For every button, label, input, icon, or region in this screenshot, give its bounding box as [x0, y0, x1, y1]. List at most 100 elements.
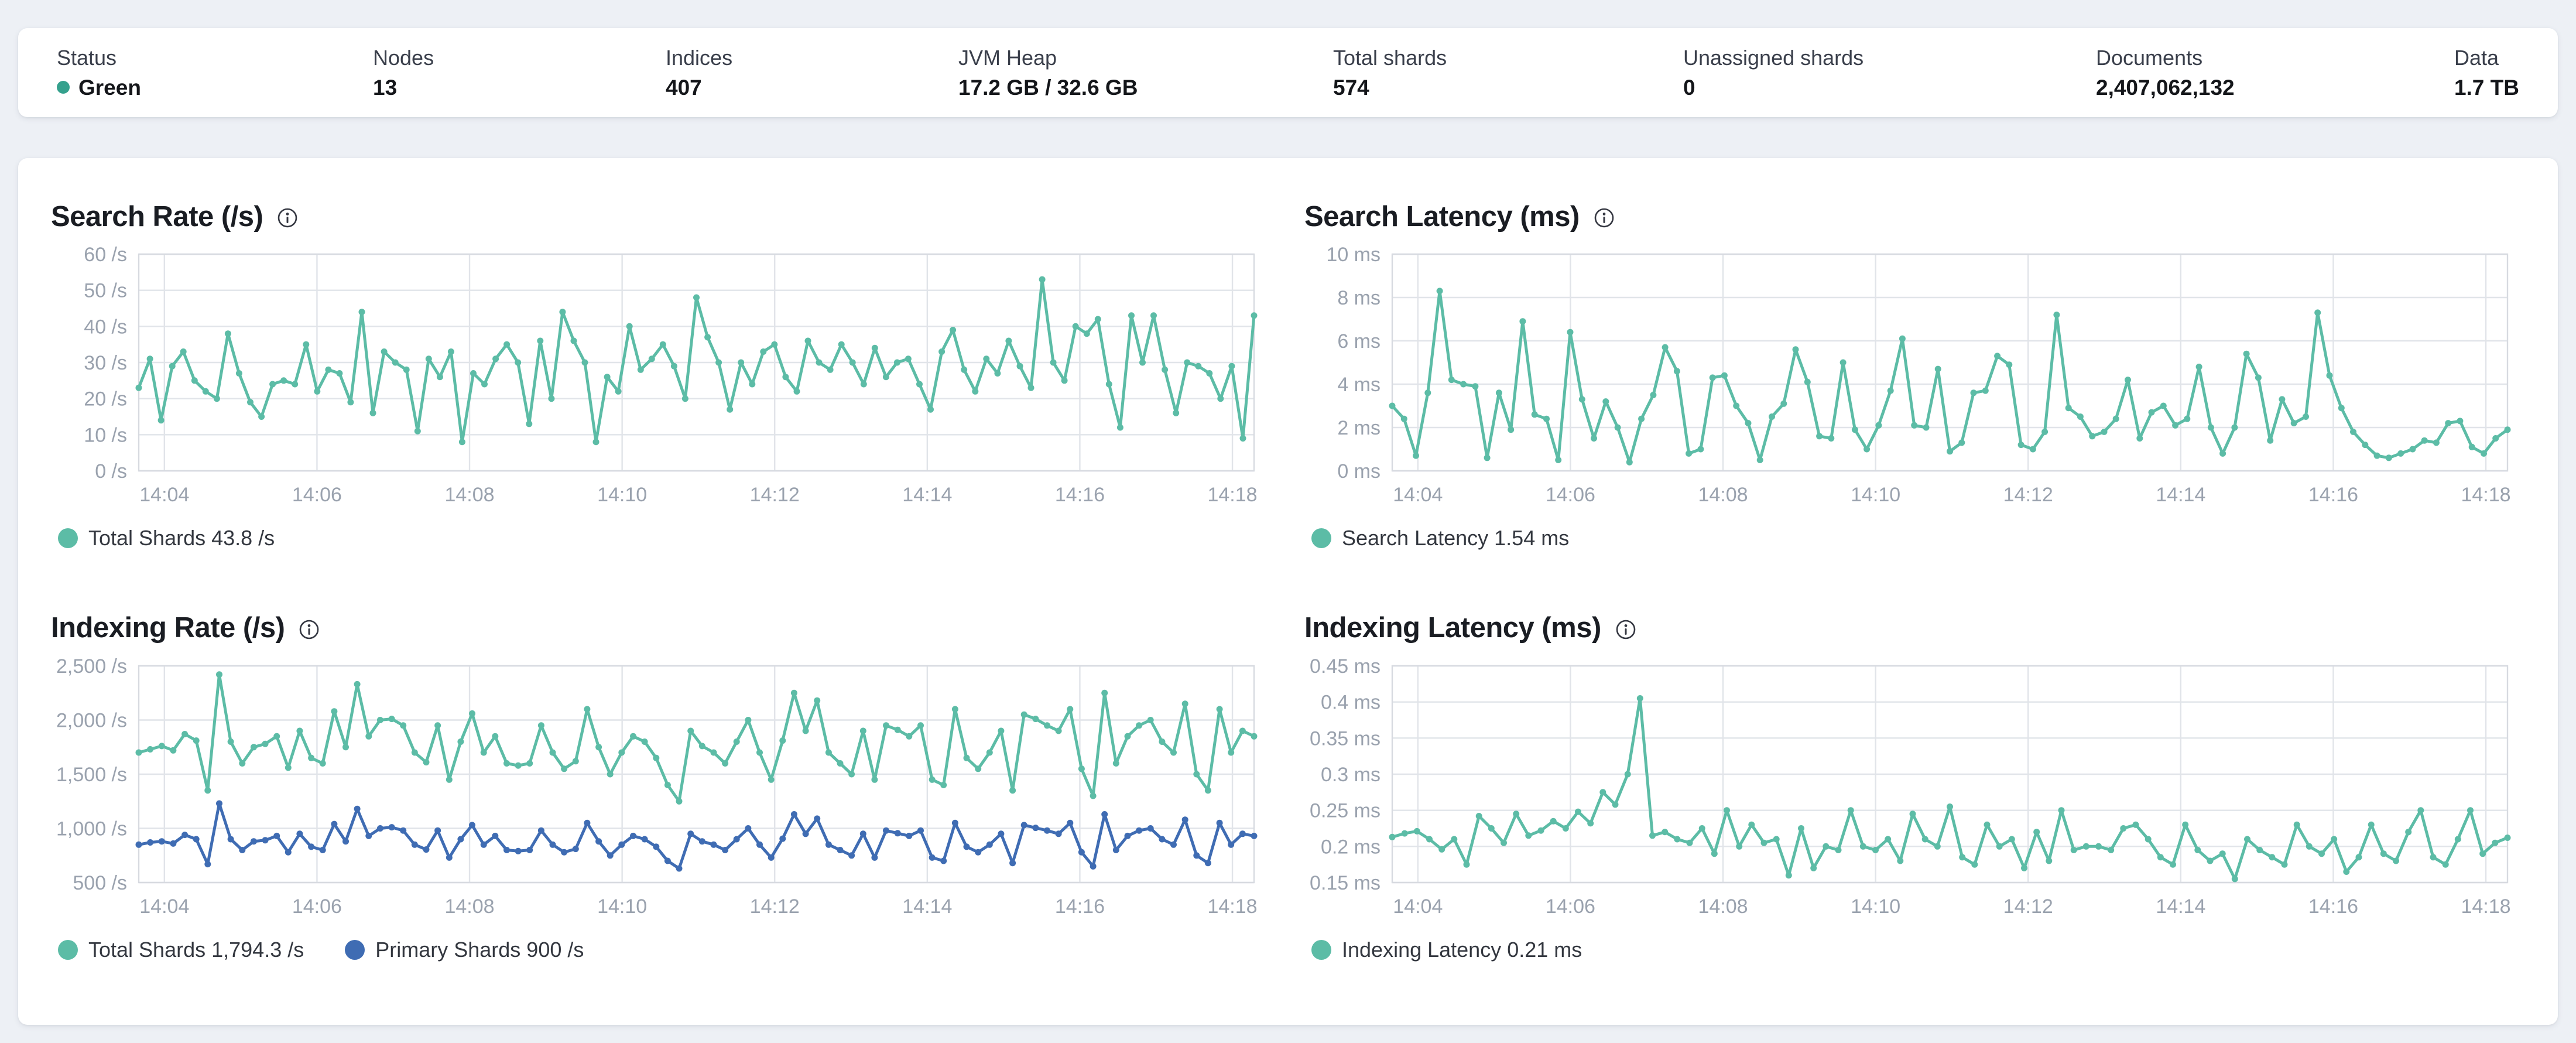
info-icon[interactable]: [299, 619, 320, 640]
stat-nodes: Nodes 13: [373, 47, 666, 98]
svg-text:14:16: 14:16: [2308, 895, 2358, 918]
svg-text:14:04: 14:04: [1393, 484, 1443, 506]
search-rate-chart[interactable]: 60 /s 50 /s 40 /s 30 /s 20 /s 10 /s 0 /s 14:04 1…: [51, 246, 1272, 520]
indexing-latency-legend: Indexing Latency 0.21 ms: [1304, 938, 2525, 962]
stat-total-shards: Total shards 574: [1333, 47, 1683, 98]
svg-text:500 /s: 500 /s: [73, 872, 127, 894]
svg-text:14:16: 14:16: [1055, 484, 1105, 506]
stat-documents-value: 2,407,062,132: [2096, 75, 2235, 100]
info-icon[interactable]: [1594, 207, 1615, 228]
chart-indexing-latency: Indexing Latency (ms) 0.45 ms 0.4 ms 0.35 …: [1304, 611, 2525, 962]
legend-label: Search Latency 1.54 ms: [1342, 526, 1570, 550]
stat-unassigned-shards-value: 0: [1683, 75, 1695, 100]
info-icon[interactable]: [277, 207, 298, 228]
chart-search-rate: Search Rate (/s) 60 /s 50 /s 40 /s 30 /s 20 …: [51, 200, 1272, 550]
svg-text:14:08: 14:08: [1698, 895, 1748, 918]
stat-indices: Indices 407: [666, 47, 958, 98]
svg-text:60 /s: 60 /s: [84, 246, 127, 266]
svg-text:14:04: 14:04: [139, 895, 189, 918]
svg-text:14:08: 14:08: [1698, 484, 1748, 506]
health-status-dot: [57, 81, 70, 94]
svg-text:30 /s: 30 /s: [84, 352, 127, 374]
stat-status-value: Green: [78, 75, 141, 100]
stat-data-value: 1.7 TB: [2454, 75, 2519, 100]
stat-nodes-label: Nodes: [373, 45, 434, 70]
svg-text:14:12: 14:12: [750, 895, 800, 918]
svg-text:14:10: 14:10: [1851, 484, 1900, 506]
legend-item: Total Shards 1,794.3 /s: [58, 938, 304, 962]
svg-text:14:08: 14:08: [444, 895, 494, 918]
svg-text:14:14: 14:14: [2156, 895, 2205, 918]
legend-label: Total Shards 1,794.3 /s: [88, 937, 304, 962]
svg-text:14:08: 14:08: [444, 484, 494, 506]
chart-search-rate-title: Search Rate (/s): [51, 201, 263, 232]
search-latency-legend: Search Latency 1.54 ms: [1304, 526, 2525, 550]
svg-text:6 ms: 6 ms: [1337, 330, 1381, 353]
svg-text:14:06: 14:06: [1546, 895, 1595, 918]
search-rate-legend: Total Shards 43.8 /s: [51, 526, 1272, 550]
svg-text:0.2 ms: 0.2 ms: [1321, 836, 1381, 858]
svg-text:0.25 ms: 0.25 ms: [1310, 799, 1381, 822]
svg-text:0.35 ms: 0.35 ms: [1310, 727, 1381, 750]
indexing-rate-legend: Total Shards 1,794.3 /s Primary Shards 9…: [51, 938, 1272, 962]
legend-dot: [345, 939, 365, 960]
svg-text:0 /s: 0 /s: [95, 460, 127, 483]
legend-label: Primary Shards 900 /s: [375, 937, 584, 962]
svg-text:0.4 ms: 0.4 ms: [1321, 691, 1381, 713]
stat-jvm-heap-label: JVM Heap: [958, 45, 1057, 70]
legend-dot: [1311, 939, 1331, 960]
svg-text:4 ms: 4 ms: [1337, 374, 1381, 396]
legend-dot: [58, 939, 78, 960]
svg-text:14:06: 14:06: [292, 484, 342, 506]
svg-text:20 /s: 20 /s: [84, 388, 127, 411]
svg-text:0.15 ms: 0.15 ms: [1310, 872, 1381, 894]
svg-text:0 ms: 0 ms: [1337, 460, 1381, 483]
svg-text:14:14: 14:14: [902, 484, 952, 506]
indexing-latency-chart[interactable]: 0.45 ms 0.4 ms 0.35 ms 0.3 ms 0.25 ms 0.2 ms 0…: [1304, 658, 2525, 932]
svg-text:14:16: 14:16: [1055, 895, 1105, 918]
chart-indexing-rate: Indexing Rate (/s) 2,500 /s 2,000 /s 1,500…: [51, 611, 1272, 962]
cluster-stats-row: Status Green Nodes 13 Indices 407 JVM He…: [57, 47, 2519, 98]
stat-jvm-heap: JVM Heap 17.2 GB / 32.6 GB: [958, 47, 1333, 98]
legend-item: Search Latency 1.54 ms: [1311, 526, 1569, 550]
svg-text:10 /s: 10 /s: [84, 425, 127, 447]
svg-text:14:18: 14:18: [1207, 484, 1257, 506]
legend-item: Total Shards 43.8 /s: [58, 526, 275, 550]
svg-text:2,500 /s: 2,500 /s: [56, 658, 127, 678]
stat-data: Data 1.7 TB: [2454, 47, 2519, 98]
svg-text:14:12: 14:12: [750, 484, 800, 506]
svg-text:14:04: 14:04: [1393, 895, 1443, 918]
stat-total-shards-label: Total shards: [1333, 45, 1447, 70]
stat-documents-label: Documents: [2096, 45, 2203, 70]
svg-text:40 /s: 40 /s: [84, 316, 127, 338]
svg-text:14:14: 14:14: [2156, 484, 2205, 506]
legend-label: Total Shards 43.8 /s: [88, 526, 275, 550]
svg-text:1,500 /s: 1,500 /s: [56, 764, 127, 786]
svg-text:14:10: 14:10: [1851, 895, 1900, 918]
legend-dot: [58, 528, 78, 549]
stat-unassigned-shards: Unassigned shards 0: [1683, 47, 2096, 98]
svg-text:14:12: 14:12: [2003, 484, 2053, 506]
chart-search-latency-title: Search Latency (ms): [1304, 201, 1580, 232]
stat-status-label: Status: [57, 45, 117, 70]
stat-total-shards-value: 574: [1333, 75, 1369, 100]
cluster-overview-panel: Status Green Nodes 13 Indices 407 JVM He…: [18, 28, 2558, 117]
svg-text:10 ms: 10 ms: [1326, 246, 1381, 266]
legend-item: Primary Shards 900 /s: [345, 938, 584, 962]
stat-status: Status Green: [57, 47, 373, 98]
svg-text:14:06: 14:06: [1546, 484, 1595, 506]
indexing-rate-chart[interactable]: 2,500 /s 2,000 /s 1,500 /s 1,000 /s 500 /s 14…: [51, 658, 1272, 932]
svg-text:2,000 /s: 2,000 /s: [56, 709, 127, 731]
stat-documents: Documents 2,407,062,132: [2096, 47, 2450, 98]
svg-text:0.45 ms: 0.45 ms: [1310, 658, 1381, 678]
stat-indices-label: Indices: [666, 45, 733, 70]
svg-text:14:18: 14:18: [2461, 895, 2510, 918]
svg-text:14:14: 14:14: [902, 895, 952, 918]
legend-dot: [1311, 528, 1331, 549]
svg-text:2 ms: 2 ms: [1337, 417, 1381, 439]
info-icon[interactable]: [1615, 619, 1636, 640]
stat-jvm-heap-value: 17.2 GB / 32.6 GB: [958, 75, 1138, 100]
search-latency-chart[interactable]: 10 ms 8 ms 6 ms 4 ms 2 ms 0 ms 14:04 14:06 14:08…: [1304, 246, 2525, 520]
chart-indexing-latency-title: Indexing Latency (ms): [1304, 612, 1601, 644]
stat-nodes-value: 13: [373, 75, 398, 100]
